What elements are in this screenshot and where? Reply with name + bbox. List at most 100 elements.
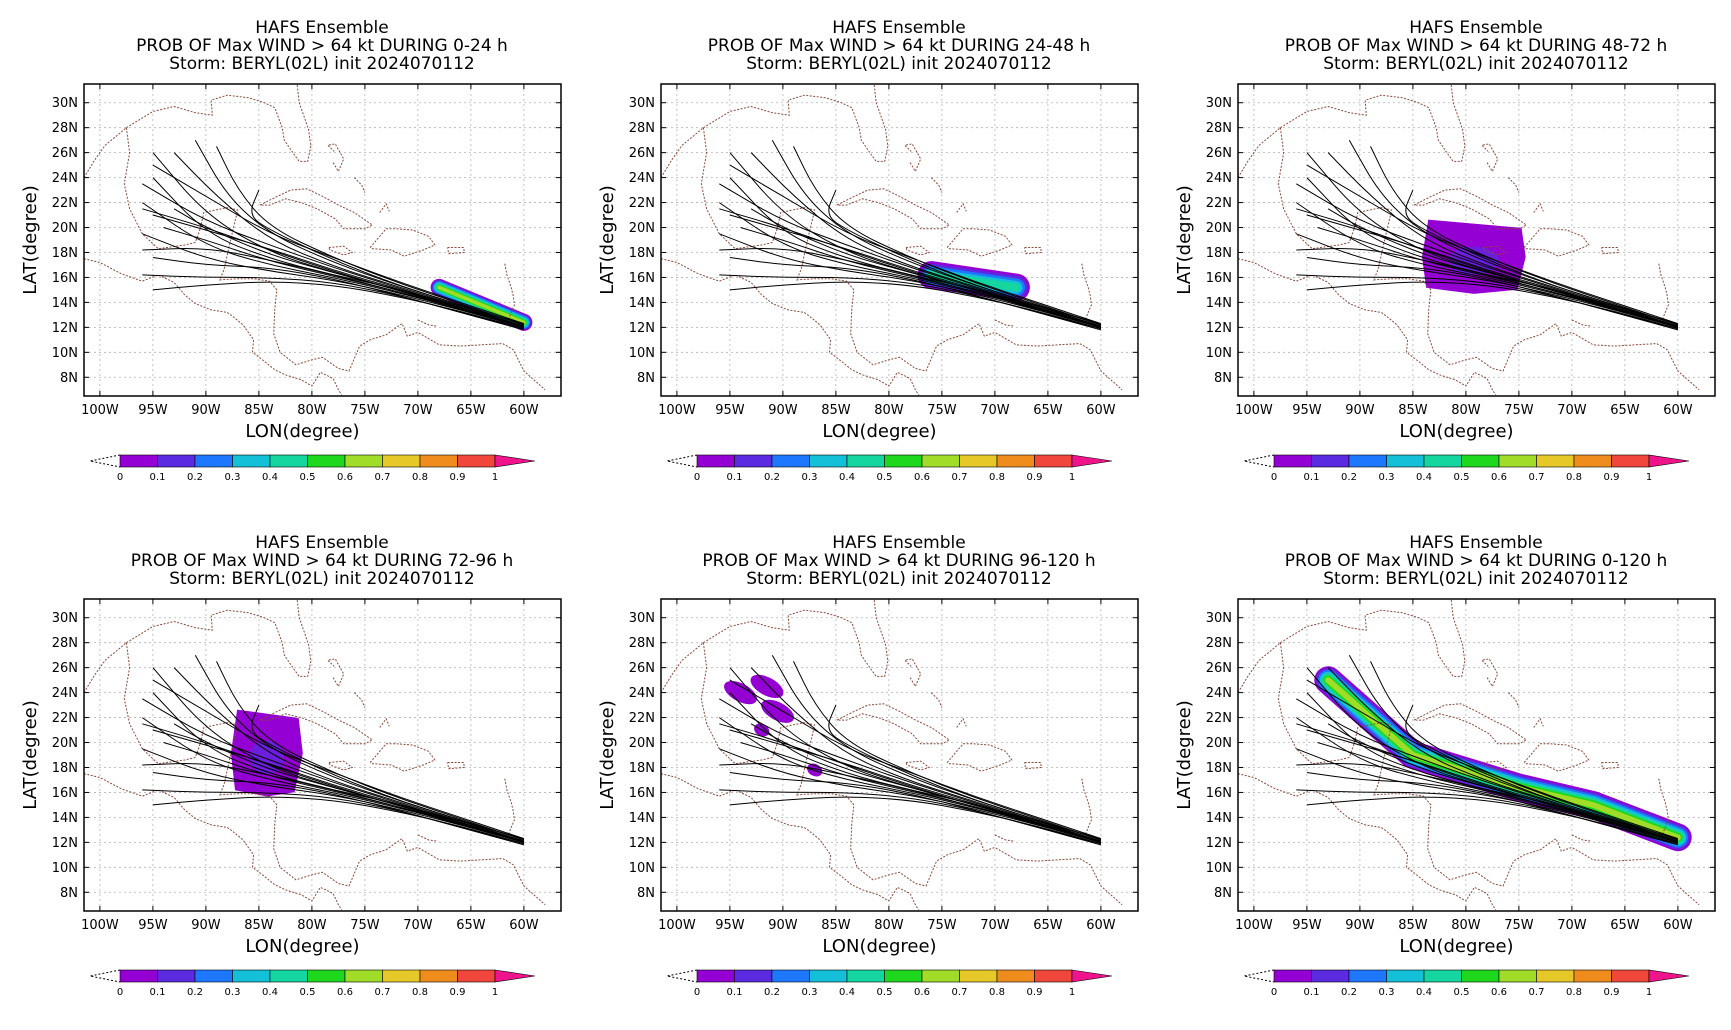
plot-frame xyxy=(1237,598,1716,912)
lat-tick-label: 22N xyxy=(1206,196,1232,211)
lat-tick-label: 16N xyxy=(52,271,78,286)
lon-tick-label: 90W xyxy=(1345,918,1375,933)
gridlines xyxy=(84,599,561,911)
lat-tick-label: 14N xyxy=(52,296,78,311)
track-line xyxy=(1405,704,1679,841)
coastline xyxy=(326,658,345,688)
lat-tick-label: 10N xyxy=(52,861,78,876)
coastline xyxy=(1480,658,1499,688)
colorbar-swatch xyxy=(119,969,158,983)
coastline xyxy=(1081,778,1092,839)
lon-tick-label: 60W xyxy=(1086,918,1116,933)
track-line xyxy=(1306,164,1679,325)
colorbar-swatch xyxy=(382,969,421,983)
colorbar-label: 0.2 xyxy=(187,987,203,998)
plot-area xyxy=(661,84,1138,396)
colorbar-swatch xyxy=(696,454,735,468)
map-panel-p6: HAFS Ensemble PROB OF Max WIND > 64 kt DU… xyxy=(1154,515,1731,1030)
lat-tick-label: 26N xyxy=(1206,661,1232,676)
track-line xyxy=(152,257,525,330)
coastline xyxy=(1658,263,1669,324)
lon-tick-label: 75W xyxy=(927,918,957,933)
colorbar-swatch xyxy=(884,454,923,468)
lon-tick-label: 65W xyxy=(1610,918,1640,933)
coastlines xyxy=(661,84,1123,396)
coastline xyxy=(353,177,366,193)
lat-tick-label: 26N xyxy=(52,661,78,676)
colorbar-swatch xyxy=(846,454,885,468)
track-line xyxy=(1296,248,1679,328)
colorbar-swatch xyxy=(1348,454,1387,468)
track-line xyxy=(142,789,525,846)
coastline xyxy=(1024,247,1043,255)
colorbar-label: 0.3 xyxy=(802,987,818,998)
colorbar-label: 0.3 xyxy=(225,472,241,483)
colorbar-label: 0.4 xyxy=(1416,472,1432,483)
lat-tick-label: 10N xyxy=(1206,346,1232,361)
track-line xyxy=(750,208,1102,327)
storm-title: Storm: BERYL(02L) init 2024070112 xyxy=(746,569,1051,589)
lon-tick-label: 80W xyxy=(1451,918,1481,933)
track-line xyxy=(1296,763,1679,843)
x-axis-label: LON(degree) xyxy=(822,936,936,957)
lat-tick-label: 16N xyxy=(52,786,78,801)
coastline xyxy=(1024,762,1043,770)
lon-tick-label: 65W xyxy=(1610,403,1640,418)
coastlines xyxy=(84,84,546,396)
coastline xyxy=(123,127,546,391)
colorbar-label: 0.6 xyxy=(914,472,930,483)
plot-frame xyxy=(660,83,1139,397)
colorbar-label: 1 xyxy=(1646,472,1652,483)
gridlines xyxy=(661,599,1138,911)
track-line xyxy=(729,667,1102,843)
track-line xyxy=(729,164,1102,325)
colorbar-over-arrow xyxy=(1071,969,1113,983)
plot-area xyxy=(1238,599,1715,911)
colorbar-label: 0.5 xyxy=(1454,472,1470,483)
coastline xyxy=(84,773,343,911)
probability-field xyxy=(430,278,533,331)
track-line xyxy=(142,763,525,843)
lat-tick-label: 8N xyxy=(1214,371,1232,386)
track-line xyxy=(1306,679,1679,840)
coastlines xyxy=(661,599,1123,911)
track-line xyxy=(142,248,525,328)
colorbar-swatch xyxy=(1034,454,1073,468)
colorbar-label: 0.8 xyxy=(1566,472,1582,483)
track-line xyxy=(719,763,1102,843)
colorbar-label: 0.6 xyxy=(914,987,930,998)
lat-tick-label: 12N xyxy=(1206,321,1232,336)
colorbar-label: 0.1 xyxy=(1304,472,1320,483)
colorbar-label: 0.7 xyxy=(1529,472,1545,483)
colorbar-under-arrow xyxy=(89,969,121,983)
colorbar-label: 0.9 xyxy=(450,472,466,483)
coastline xyxy=(956,202,967,213)
track-line xyxy=(1370,661,1679,841)
coastline xyxy=(903,143,922,173)
lat-tick-label: 24N xyxy=(629,171,655,186)
coastline xyxy=(1480,143,1499,173)
colorbar-label: 0.5 xyxy=(300,472,316,483)
colorbar-label: 0 xyxy=(1271,472,1277,483)
colorbar-label: 0.9 xyxy=(1604,472,1620,483)
track-line xyxy=(719,248,1102,328)
ensemble-tracks xyxy=(719,139,1102,331)
colorbar: 0 0.1 0.2 0.3 0.4 0.5 0.6 0.7 0.8 0.9 1 xyxy=(89,969,536,998)
colorbar-swatch xyxy=(157,454,196,468)
lon-tick-label: 95W xyxy=(138,403,168,418)
coastline xyxy=(1507,177,1520,193)
track-line xyxy=(729,772,1102,845)
coastline xyxy=(700,127,1123,391)
track-line xyxy=(729,177,1102,325)
storm-title: Storm: BERYL(02L) init 2024070112 xyxy=(746,54,1051,74)
colorbar-swatch xyxy=(232,969,271,983)
coastline xyxy=(661,127,704,178)
lon-tick-label: 85W xyxy=(1398,918,1428,933)
track-line xyxy=(771,139,1102,328)
track-line xyxy=(1306,281,1679,330)
coastline xyxy=(1507,692,1520,708)
colorbar-label: 0.6 xyxy=(337,987,353,998)
track-line xyxy=(1317,227,1679,328)
colorbar-swatch xyxy=(1498,969,1537,983)
